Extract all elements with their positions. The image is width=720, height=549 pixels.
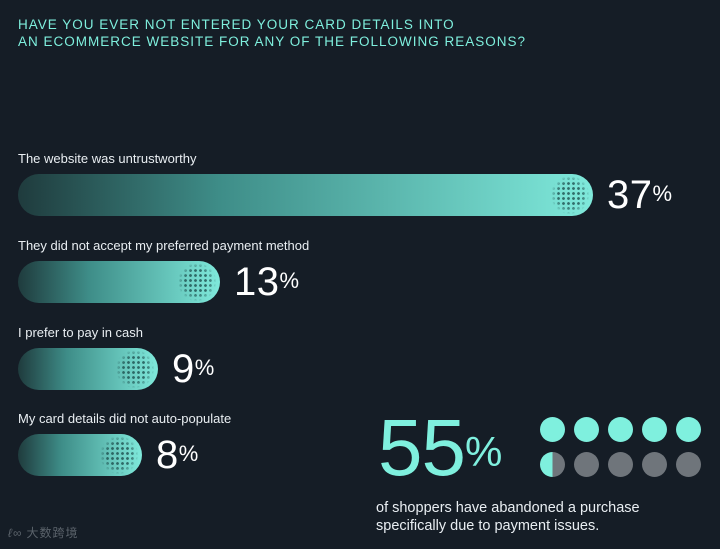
bar [18, 261, 220, 303]
stat-number: 55 [378, 403, 466, 492]
stat-dot [540, 417, 565, 442]
stat-dot [574, 417, 599, 442]
data-label-unit: % [652, 181, 673, 206]
bar-dot-texture [551, 176, 589, 214]
category-label: The website was untrustworthy [18, 151, 197, 166]
stat-unit: % [464, 428, 502, 475]
stat-dot [642, 417, 667, 442]
stat-dot [642, 452, 667, 477]
category-label: They did not accept my preferred payment… [18, 238, 310, 253]
data-label-unit: % [178, 441, 199, 466]
data-label: 37% [607, 175, 673, 215]
stat-dot [540, 452, 565, 477]
stat-dot [676, 452, 701, 477]
stat-caption-line-2: specifically due to payment issues. [376, 518, 600, 534]
title-line-2: AN ECOMMERCE WEBSITE FOR ANY OF THE FOLL… [18, 34, 527, 49]
data-label-value: 37 [607, 173, 653, 217]
data-label-value: 13 [234, 260, 280, 304]
stat-dot [608, 452, 633, 477]
bar [18, 348, 158, 390]
stat-dot [574, 452, 599, 477]
stat-dot [608, 417, 633, 442]
bar-dot-texture [116, 350, 154, 388]
stat-value: 55% [378, 408, 502, 488]
title-line-1: HAVE YOU EVER NOT ENTERED YOUR CARD DETA… [18, 17, 455, 32]
bar [18, 174, 593, 216]
data-label: 9% [172, 349, 215, 389]
chart-title: HAVE YOU EVER NOT ENTERED YOUR CARD DETA… [18, 16, 578, 50]
data-label: 13% [234, 262, 300, 302]
stat-dot [676, 417, 701, 442]
logo-text: 大数跨境 [26, 526, 79, 540]
category-label: My card details did not auto-populate [18, 411, 232, 426]
category-label: I prefer to pay in cash [18, 325, 144, 340]
bar [18, 434, 142, 476]
logo-mark-icon: ℓ∞ [8, 526, 23, 540]
data-label-unit: % [279, 268, 300, 293]
data-label-unit: % [194, 355, 215, 380]
bar-dot-texture [100, 436, 138, 474]
data-label-value: 9 [172, 347, 195, 391]
data-label: 8% [156, 435, 199, 475]
watermark-logo: ℓ∞ 大数跨境 [8, 524, 78, 541]
data-label-value: 8 [156, 433, 179, 477]
stat-caption: of shoppers have abandoned a purchase sp… [376, 499, 640, 535]
bar-dot-texture [178, 263, 216, 301]
stat-caption-line-1: of shoppers have abandoned a purchase [376, 500, 640, 516]
